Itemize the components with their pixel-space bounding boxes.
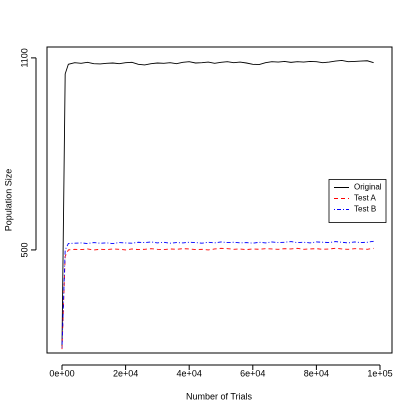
x-axis-label: Number of Trials xyxy=(186,391,253,401)
series-line xyxy=(61,240,374,348)
x-tick-label: 4e+04 xyxy=(177,368,202,378)
x-tick-label: 6e+04 xyxy=(240,368,265,378)
legend-label: Test A xyxy=(354,194,376,203)
x-tick-label: 8e+04 xyxy=(304,368,329,378)
x-tick-label: 1e+05 xyxy=(367,368,392,378)
series-line xyxy=(61,247,374,350)
series-line xyxy=(61,59,374,346)
y-axis-label: Population Size xyxy=(3,169,13,232)
y-tick-label: 500 xyxy=(19,242,29,257)
legend-label: Original xyxy=(354,183,382,192)
legend-label: Test B xyxy=(354,205,376,214)
legend-box xyxy=(328,179,387,223)
x-tick-label: 2e+04 xyxy=(113,368,138,378)
y-tick-label: 1100 xyxy=(19,48,29,67)
x-tick-label: 0e+00 xyxy=(49,368,74,378)
plot-frame xyxy=(46,46,393,354)
